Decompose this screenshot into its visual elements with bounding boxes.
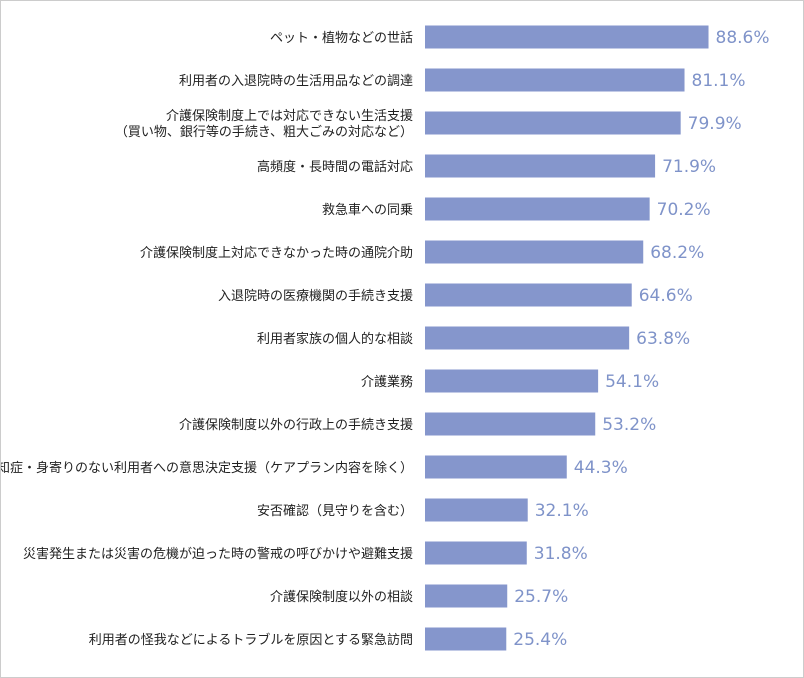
- value-label-2: 81.1%: [692, 71, 746, 91]
- value-label-6: 68.2%: [650, 243, 704, 263]
- category-label-3-line-2: （買い物、銀行等の手続き、粗大ごみの対応など）: [115, 124, 413, 140]
- category-label-3-line-1: 介護保険制度上では対応できない生活支援: [166, 108, 413, 124]
- category-label-12: 安否確認（見守りを含む）: [257, 503, 413, 519]
- category-label-4: 高頻度・長時間の電話対応: [257, 159, 413, 175]
- bars-layer: [425, 25, 709, 651]
- bar-8: [425, 326, 630, 350]
- value-label-10: 53.2%: [602, 415, 656, 435]
- value-label-13: 31.8%: [534, 544, 588, 564]
- value-label-3: 79.9%: [688, 114, 742, 134]
- value-label-4: 71.9%: [662, 157, 716, 177]
- bar-10: [425, 412, 596, 436]
- value-label-1: 88.6%: [716, 28, 770, 48]
- value-label-11: 44.3%: [574, 458, 628, 478]
- value-label-8: 63.8%: [636, 329, 690, 349]
- bar-4: [425, 154, 656, 178]
- category-label-2: 利用者の入退院時の生活用品などの調達: [179, 74, 413, 89]
- value-label-12: 32.1%: [535, 501, 589, 521]
- category-label-11: 認知症・身寄りのない利用者への意思決定支援（ケアプラン内容を除く）: [1, 460, 413, 476]
- bar-1: [425, 25, 709, 49]
- bar-5: [425, 197, 650, 221]
- value-label-15: 25.4%: [513, 630, 567, 650]
- value-label-7: 64.6%: [639, 286, 693, 306]
- category-label-14: 介護保険制度以外の相談: [270, 589, 413, 605]
- value-label-5: 70.2%: [657, 200, 711, 220]
- bar-13: [425, 541, 527, 565]
- bar-6: [425, 240, 644, 264]
- category-label-7: 入退院時の医療機関の手続き支援: [218, 289, 413, 304]
- bar-15: [425, 627, 507, 651]
- category-label-5: 救急車への同乗: [322, 202, 413, 218]
- bar-2: [425, 68, 685, 92]
- value-label-9: 54.1%: [605, 372, 659, 392]
- category-label-8: 利用者家族の個人的な相談: [257, 331, 413, 347]
- category-label-13: 災害発生または災害の危機が迫った時の警戒の呼びかけや避難支援: [23, 546, 413, 562]
- bar-9: [425, 369, 599, 393]
- category-label-10: 介護保険制度以外の行政上の手続き支援: [179, 417, 413, 433]
- category-label-9: 介護業務: [361, 374, 413, 390]
- bar-14: [425, 584, 508, 608]
- bar-7: [425, 283, 632, 307]
- category-label-1: ペット・植物などの世話: [270, 30, 413, 46]
- bar-12: [425, 498, 528, 522]
- category-label-6: 介護保険制度上対応できなかった時の通院介助: [140, 245, 413, 261]
- bar-3: [425, 111, 681, 135]
- value-label-14: 25.7%: [514, 587, 568, 607]
- value-labels: 88.6% 81.1% 79.9% 71.9% 70.2% 68.2% 64.6% 63.8%…: [513, 28, 769, 650]
- category-labels: ペット・植物などの世話利用者の入退院時の生活用品などの調達介護保険制度上では対応…: [1, 30, 413, 648]
- bar-11: [425, 455, 567, 479]
- category-label-15: 利用者の怪我などによるトラブルを原因とする緊急訪問: [89, 632, 413, 648]
